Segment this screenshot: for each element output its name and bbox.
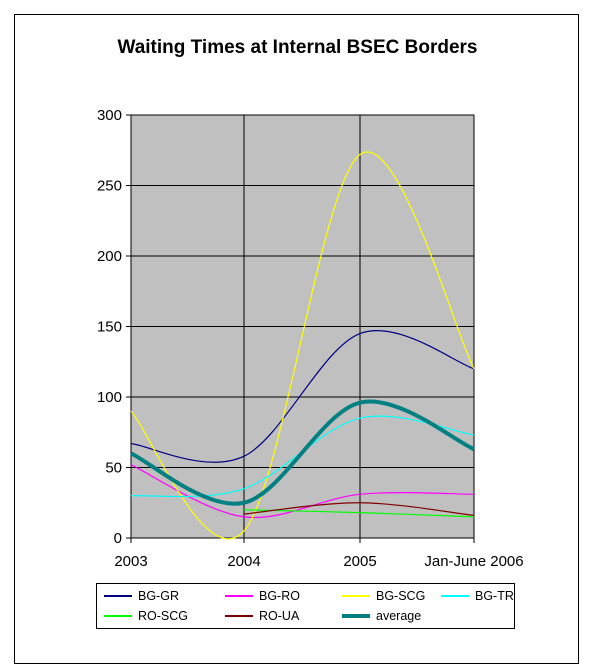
x-tick-label: Jan-June 2006	[424, 553, 523, 570]
legend-label: average	[376, 609, 422, 623]
chart-title: Waiting Times at Internal BSEC Borders	[117, 37, 478, 58]
plot-area: 0 50 100 150 200 250 300 2003 2004 2005 Jan-June 2…	[97, 107, 524, 570]
x-tick-label: 2004	[227, 553, 260, 570]
x-tick-label: 2005	[343, 553, 376, 570]
legend-label: BG-RO	[259, 589, 300, 603]
legend-swatch	[342, 614, 370, 618]
legend-label: RO-SCG	[138, 609, 188, 623]
y-tick-label: 200	[97, 248, 122, 265]
legend-label: RO-UA	[259, 609, 300, 623]
series-line-bg-scg	[130, 151, 475, 540]
legend-label: BG-TR	[475, 589, 514, 603]
legend-item-average: average	[342, 607, 421, 625]
legend-item-ro-ua: RO-UA	[225, 607, 299, 625]
x-tick-label: 2003	[114, 553, 147, 570]
legend-item-bg-scg: BG-SCG	[342, 587, 425, 605]
y-tick-label: 0	[114, 530, 122, 547]
series-line-average	[130, 399, 475, 506]
series-line-bg-gr	[130, 330, 475, 463]
legend-swatch	[104, 595, 132, 597]
y-tick-label: 50	[105, 460, 122, 477]
series-line-ro-ua	[243, 502, 475, 517]
legend-item-ro-scg: RO-SCG	[104, 607, 188, 625]
legend-swatch	[225, 595, 253, 597]
y-tick-label: 250	[97, 178, 122, 195]
legend-swatch	[225, 615, 253, 617]
legend-swatch	[104, 615, 132, 617]
y-tick-label: 150	[97, 319, 122, 336]
legend-item-bg-tr: BG-TR	[441, 587, 514, 605]
y-tick-label: 100	[97, 389, 122, 406]
legend-swatch	[342, 595, 370, 597]
legend: BG-GR BG-RO BG-SCG BG-TR RO-SCG RO-UA average	[96, 583, 515, 629]
y-tick-label: 300	[97, 107, 122, 124]
legend-swatch	[441, 595, 469, 597]
legend-label: BG-GR	[138, 589, 179, 603]
legend-item-bg-ro: BG-RO	[225, 587, 300, 605]
legend-label: BG-SCG	[376, 589, 426, 603]
legend-item-bg-gr: BG-GR	[104, 587, 179, 605]
